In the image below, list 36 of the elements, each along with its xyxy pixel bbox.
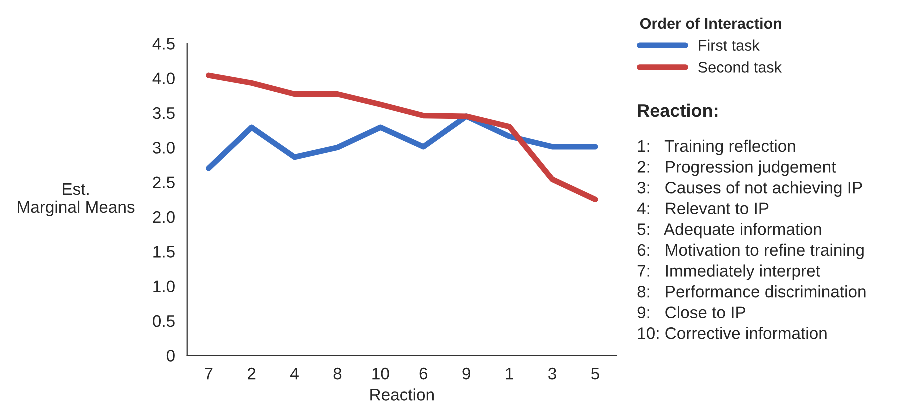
y-tick-label: 3.0 — [153, 142, 175, 154]
text: 1: Training reflection — [638, 140, 796, 156]
text: 2: Progression judgement — [638, 160, 836, 176]
y-tick-label: 2.0 — [153, 211, 175, 224]
legend-label: First task — [699, 40, 760, 52]
x-tick-label: 8 — [334, 368, 342, 380]
y-tick-label: 1.5 — [154, 246, 175, 258]
text: 10: Corrective information — [638, 327, 827, 340]
text: 6: Motivation to refine training — [638, 244, 864, 260]
x-tick-label: 6 — [420, 368, 428, 380]
text: 4: Relevant to IP — [637, 202, 769, 215]
text: 7: Immediately interpret — [638, 264, 820, 280]
x-axis-title: Reaction — [370, 388, 434, 401]
x-tick-label: 4 — [290, 368, 299, 380]
y-tick-label: 2.5 — [153, 176, 175, 189]
text: 9: Close to IP — [638, 306, 746, 319]
x-tick-label: 7 — [205, 368, 213, 380]
y-tick-label: 4.0 — [152, 72, 175, 85]
y-axis-title: Est. Marginal Means — [18, 184, 135, 216]
x-tick-label: 3 — [548, 368, 556, 380]
x-tick-label: 2 — [248, 368, 256, 380]
y-tick-label: 3.5 — [153, 107, 175, 120]
text: Reaction: — [638, 104, 718, 118]
x-tick-label: 5 — [592, 368, 600, 380]
x-tick-label: 1 — [506, 368, 514, 380]
x-tick-label: 9 — [462, 368, 470, 380]
text: 8: Performance discrimination — [638, 286, 866, 298]
x-tick-label: 10 — [372, 368, 390, 380]
text: 3: Causes of not achieving IP — [638, 182, 862, 198]
y-tick-label: 1.0 — [154, 280, 175, 293]
text: 5: Adequate information — [638, 223, 822, 239]
legend-label: Second task — [698, 62, 782, 73]
legend-title: Order of Interaction — [640, 18, 782, 30]
y-tick-label: 0 — [166, 350, 175, 362]
y-tick-label: 0.5 — [153, 315, 175, 328]
y-tick-label: 4.5 — [152, 38, 175, 50]
